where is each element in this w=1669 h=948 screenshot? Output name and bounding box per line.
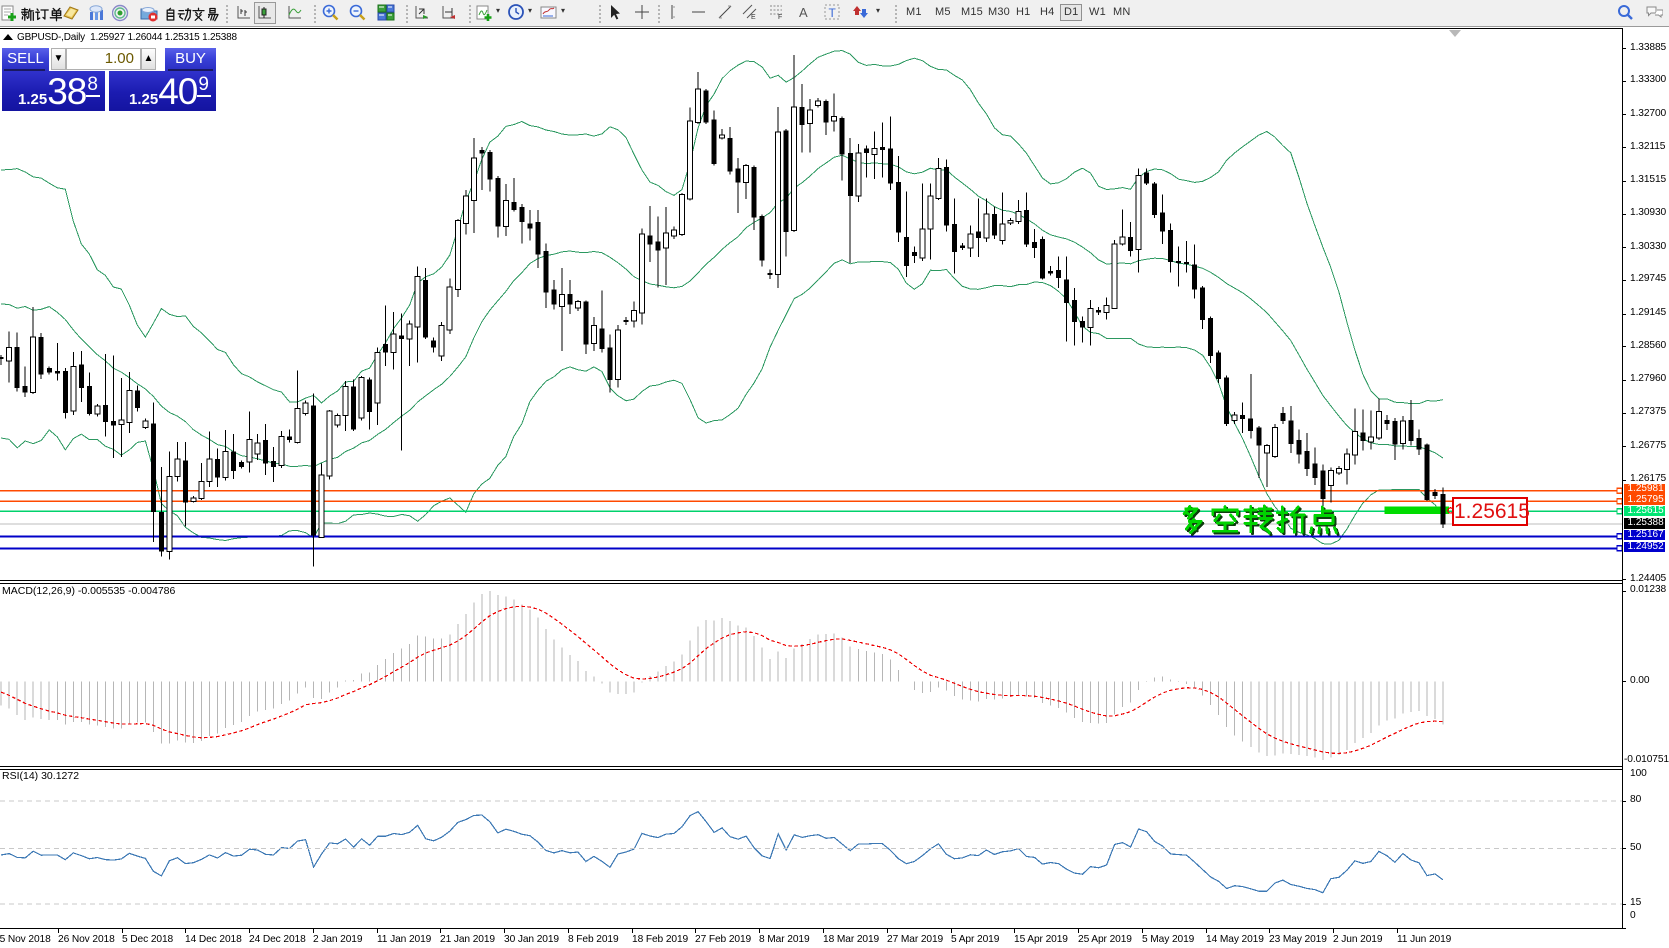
svg-text:E: E: [751, 14, 756, 21]
svg-text:A: A: [799, 5, 808, 20]
svg-text:T: T: [829, 6, 837, 20]
svg-text:F: F: [778, 14, 782, 21]
